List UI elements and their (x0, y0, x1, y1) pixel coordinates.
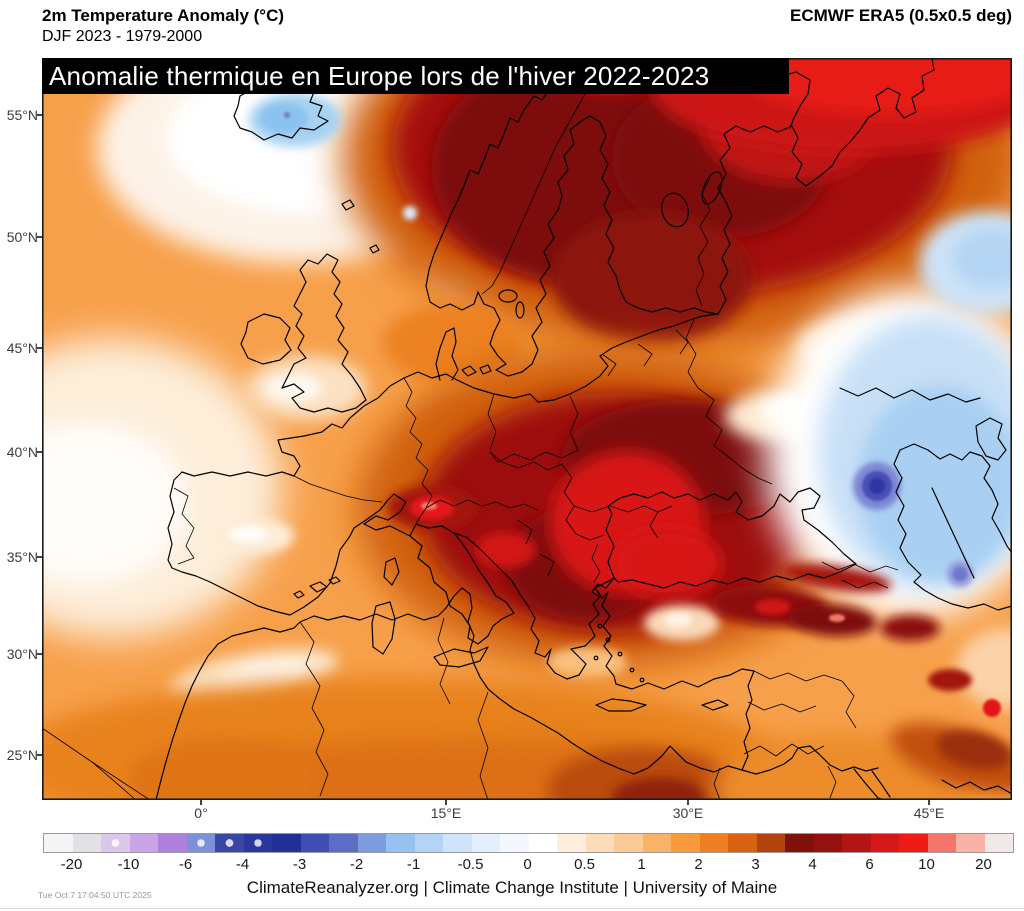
credit-line: ClimateReanalyzer.org | Climate Change I… (246, 878, 778, 897)
colorbar-tick-label: 6 (865, 856, 874, 873)
colorbar-tick-label: 0 (523, 856, 532, 873)
lat-tick (36, 347, 42, 349)
anomaly-field (42, 58, 1012, 800)
coastlines (155, 58, 1012, 800)
timestamp: Tue Oct 7 17:04:50 UTC 2025 (38, 890, 152, 900)
colorbar-cell (215, 834, 244, 852)
lon-tick (200, 800, 202, 805)
colorbar-cell (984, 834, 1013, 852)
colorbar-tick-label: -1 (406, 856, 421, 873)
lat-tick (36, 451, 42, 453)
map-canvas (42, 58, 1012, 800)
colorbar-cell (557, 834, 586, 852)
lon-label: 15°E (430, 805, 462, 821)
colorbar-cell (528, 834, 557, 852)
colorbar-cell (101, 834, 130, 852)
colorbar-cell (129, 834, 158, 852)
colorbar-cell (44, 834, 73, 852)
colorbar-tick-label: -10 (117, 856, 140, 873)
lon-label: 0° (194, 805, 208, 821)
lon-label: 45°E (913, 805, 945, 821)
colorbar-cell (443, 834, 472, 852)
lat-label: 50°N (6, 229, 38, 245)
lat-tick (36, 754, 42, 756)
country-borders (42, 58, 899, 800)
colorbar-tick-label: 1 (637, 856, 646, 873)
colorbar-cell (956, 834, 985, 852)
lat-label: 45°N (6, 340, 38, 356)
colorbar-cell (927, 834, 956, 852)
colorbar-cell (386, 834, 415, 852)
colorbar-tick-label: -6 (178, 856, 193, 873)
lon-tick (445, 800, 447, 805)
lat-tick (36, 236, 42, 238)
colorbar-cell (728, 834, 757, 852)
colorbar-tick-label: -3 (292, 856, 307, 873)
colorbar-cell (300, 834, 329, 852)
dataset-label: ECMWF ERA5 (0.5x0.5 deg) (790, 6, 1012, 25)
lat-label: 40°N (6, 444, 38, 460)
colorbar-tick-label: 2 (694, 856, 703, 873)
colorbar-cell (842, 834, 871, 852)
colorbar-cell (813, 834, 842, 852)
lat-label: 30°N (6, 646, 38, 662)
colorbar-cell (186, 834, 215, 852)
colorbar-cell (870, 834, 899, 852)
colorbar-cell (585, 834, 614, 852)
colorbar-tick-label: -20 (60, 856, 83, 873)
colorbar-cell (357, 834, 386, 852)
bottom-rule (0, 908, 1024, 909)
colorbar-cell (272, 834, 301, 852)
colorbar-cell (414, 834, 443, 852)
colorbar-tick-label: 3 (751, 856, 760, 873)
colorbar-cell (671, 834, 700, 852)
colorbar-cell (699, 834, 728, 852)
page-title: 2m Temperature Anomaly (°C) (42, 6, 285, 25)
colorbar-cell (614, 834, 643, 852)
lat-label: 25°N (6, 747, 38, 763)
lon-tick (928, 800, 930, 805)
colorbar (43, 833, 1014, 853)
colorbar-cell (756, 834, 785, 852)
lat-tick (36, 653, 42, 655)
colorbar-cell (899, 834, 928, 852)
anomaly-map: Anomalie thermique en Europe lors de l'h… (42, 58, 1012, 800)
lon-tick (687, 800, 689, 805)
colorbar-tick-label: 20 (975, 856, 992, 873)
page-subtitle: DJF 2023 - 1979-2000 (42, 28, 203, 45)
lon-label: 30°E (672, 805, 704, 821)
colorbar-cell (642, 834, 671, 852)
lat-tick (36, 556, 42, 558)
colorbar-cell (329, 834, 358, 852)
colorbar-cell (72, 834, 101, 852)
colorbar-cell (471, 834, 500, 852)
lat-tick (36, 114, 42, 116)
lat-label: 55°N (6, 107, 38, 123)
overlay-banner: Anomalie thermique en Europe lors de l'h… (42, 58, 789, 94)
colorbar-cell (243, 834, 272, 852)
colorbar-tick-label: 10 (918, 856, 935, 873)
colorbar-tick-label: -2 (349, 856, 364, 873)
colorbar-tick-label: -4 (235, 856, 250, 873)
lat-label: 35°N (6, 549, 38, 565)
colorbar-tick-label: 4 (808, 856, 817, 873)
colorbar-cell (158, 834, 187, 852)
colorbar-tick-label: -0.5 (457, 856, 484, 873)
colorbar-cell (785, 834, 814, 852)
colorbar-cell (500, 834, 529, 852)
colorbar-tick-label: 0.5 (574, 856, 595, 873)
